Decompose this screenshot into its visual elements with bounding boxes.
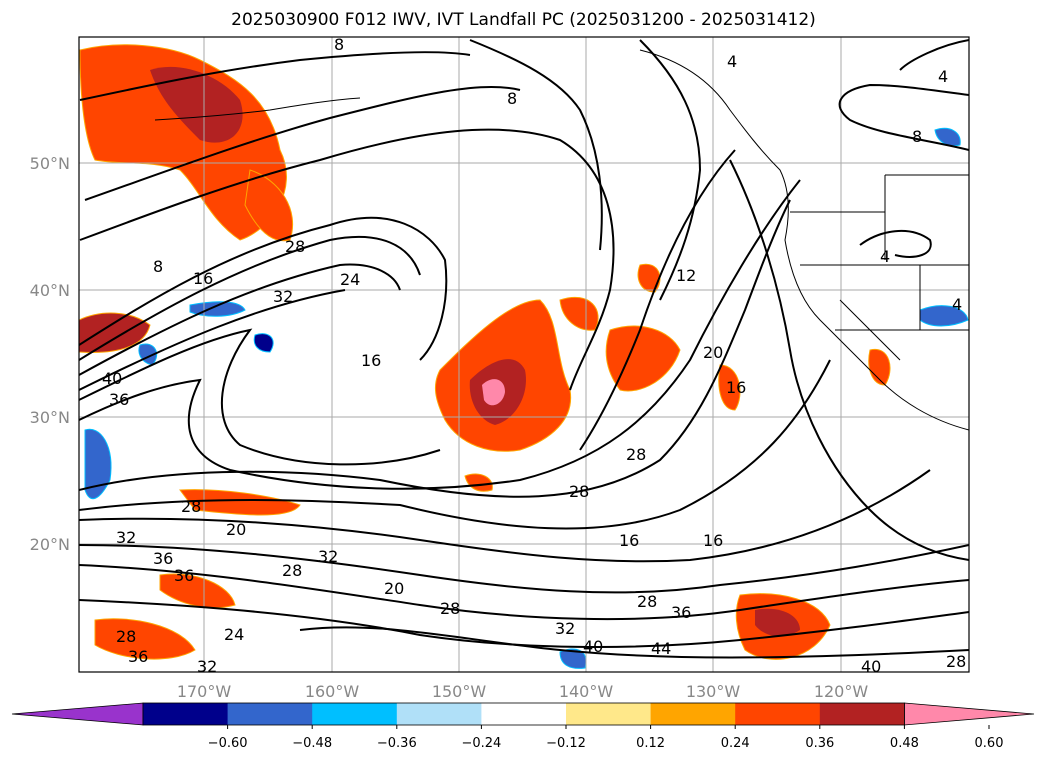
lon-label: 150°W xyxy=(432,682,487,701)
contour-label: 44 xyxy=(651,639,671,658)
map-title: 2025030900 F012 IWV, IVT Landfall PC (20… xyxy=(231,10,816,30)
contour-label: 12 xyxy=(676,266,696,285)
contour-label: 24 xyxy=(224,625,244,644)
colorbar-tick-label: 0.60 xyxy=(975,736,1004,751)
contour-label: 28 xyxy=(637,592,657,611)
colorbar-segment xyxy=(735,703,821,725)
contour-label: 16 xyxy=(726,378,746,397)
contour-label: 32 xyxy=(555,619,575,638)
contour-label: 28 xyxy=(946,652,966,671)
lon-label: 120°W xyxy=(814,682,869,701)
lon-label: 130°W xyxy=(686,682,741,701)
colorbar-tick-label: 0.24 xyxy=(721,736,750,751)
colorbar-segment xyxy=(819,703,905,725)
colorbar-tick-label: −0.48 xyxy=(292,736,332,751)
lat-axis-labels: 50°N 40°N 30°N 20°N xyxy=(30,154,70,554)
lon-label: 140°W xyxy=(559,682,614,701)
contour-label: 28 xyxy=(181,497,201,516)
shading-layer xyxy=(79,44,969,669)
contour-label: 4 xyxy=(880,247,890,266)
colorbar-tick-label: −0.36 xyxy=(377,736,417,751)
map-frame xyxy=(78,36,970,673)
ivt-contours xyxy=(79,39,969,659)
colorbar-segment xyxy=(312,703,398,725)
colorbar-tick-label: 0.48 xyxy=(890,736,919,751)
contour-label: 4 xyxy=(952,295,962,314)
colorbar-tick-label: −0.24 xyxy=(461,736,501,751)
contour-label: 20 xyxy=(703,343,723,362)
colorbar-tick-label: −0.60 xyxy=(208,736,248,751)
lat-label: 20°N xyxy=(30,535,70,554)
contour-label: 36 xyxy=(671,603,691,622)
colorbar-arrow-high xyxy=(904,702,1035,726)
contour-label: 8 xyxy=(334,35,344,54)
colorbar-segment xyxy=(396,703,482,725)
contour-label: 8 xyxy=(153,257,163,276)
contour-label: 32 xyxy=(197,657,217,676)
contour-label: 28 xyxy=(569,482,589,501)
lat-label: 30°N xyxy=(30,408,70,427)
colorbar-segment xyxy=(566,703,652,725)
contour-label: 32 xyxy=(273,287,293,306)
contour-label: 28 xyxy=(282,561,302,580)
colorbar: −0.60 −0.48 −0.36 −0.24 −0.12 0.12 0.24 0.36 0.4… xyxy=(11,702,1035,751)
colorbar-tick-label: 0.36 xyxy=(805,736,834,751)
contour-label: 20 xyxy=(384,579,404,598)
contour-label: 36 xyxy=(174,566,194,585)
contour-label: 40 xyxy=(861,657,881,676)
lon-axis-labels: 170°W 160°W 150°W 140°W 130°W 120°W xyxy=(177,682,869,701)
contour-label: 8 xyxy=(912,127,922,146)
contour-label: 32 xyxy=(318,547,338,566)
contour-label: 28 xyxy=(440,599,460,618)
colorbar-frame xyxy=(142,702,905,726)
colorbar-arrow-low xyxy=(11,702,144,726)
contour-label: 40 xyxy=(583,637,603,656)
colorbar-segment xyxy=(227,703,313,725)
contour-label: 16 xyxy=(193,269,213,288)
coastlines xyxy=(154,49,969,431)
contour-label: 28 xyxy=(626,445,646,464)
lon-label: 170°W xyxy=(177,682,232,701)
contour-label: 20 xyxy=(226,520,246,539)
lat-label: 50°N xyxy=(30,154,70,173)
contour-label: 28 xyxy=(285,237,305,256)
colorbar-tick-label: 0.12 xyxy=(636,736,665,751)
colorbar-tick-label: −0.12 xyxy=(546,736,586,751)
contour-label: 32 xyxy=(116,528,136,547)
contour-label: 4 xyxy=(727,52,737,71)
contour-label: 16 xyxy=(619,531,639,550)
contour-label: 16 xyxy=(703,531,723,550)
lon-label: 160°W xyxy=(305,682,360,701)
contour-label: 8 xyxy=(507,89,517,108)
contour-labels: 8 8 4 4 8 4 4 8 16 28 24 32 16 12 20 16 … xyxy=(102,35,966,676)
contour-label: 36 xyxy=(153,549,173,568)
contour-label: 4 xyxy=(938,67,948,86)
contour-label: 24 xyxy=(340,270,360,289)
contour-label: 28 xyxy=(116,627,136,646)
contour-label: 16 xyxy=(361,351,381,370)
lat-label: 40°N xyxy=(30,281,70,300)
contour-label: 36 xyxy=(128,647,148,666)
map-plot-area: 8 8 4 4 8 4 4 8 16 28 24 32 16 12 20 16 … xyxy=(79,35,969,676)
colorbar-segment xyxy=(481,703,567,725)
colorbar-segment xyxy=(143,703,229,725)
contour-label: 40 xyxy=(102,369,122,388)
colorbar-segment xyxy=(650,703,736,725)
contour-label: 36 xyxy=(109,390,129,409)
